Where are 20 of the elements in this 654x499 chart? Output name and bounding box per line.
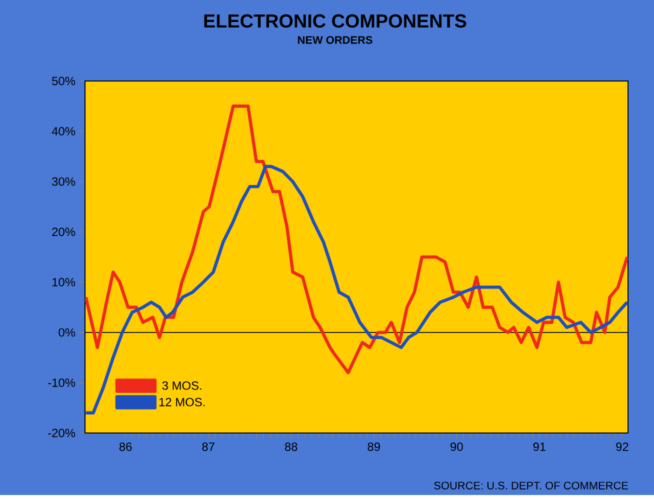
chart-subtitle: NEW ORDERS: [298, 36, 372, 44]
x-tick-label: 86: [119, 442, 132, 451]
y-tick-label: 10%: [52, 278, 76, 286]
chart-title: ELECTRONIC COMPONENTS: [204, 14, 466, 28]
source-note: SOURCE: U.S. DEPT. OF COMMERCE: [434, 482, 628, 490]
y-tick-label: -20%: [48, 428, 76, 438]
y-tick-label: 50%: [52, 76, 76, 86]
x-tick-label: 87: [202, 442, 214, 451]
legend-label: 12 MOS.: [159, 398, 205, 406]
x-tick-label: 92: [616, 442, 628, 451]
x-tick-label: 91: [533, 442, 546, 451]
y-tick-label: -10%: [48, 378, 76, 387]
y-tick-label: 30%: [52, 177, 76, 186]
x-tick-label: 89: [368, 442, 380, 451]
y-tick-label: 20%: [52, 228, 76, 236]
x-tick-label: 88: [284, 442, 298, 451]
x-tick-label: 90: [450, 442, 463, 451]
y-tick-label: 40%: [52, 127, 76, 136]
legend-label: 3 MOS.: [162, 381, 202, 390]
y-tick-label: 0%: [58, 328, 76, 337]
